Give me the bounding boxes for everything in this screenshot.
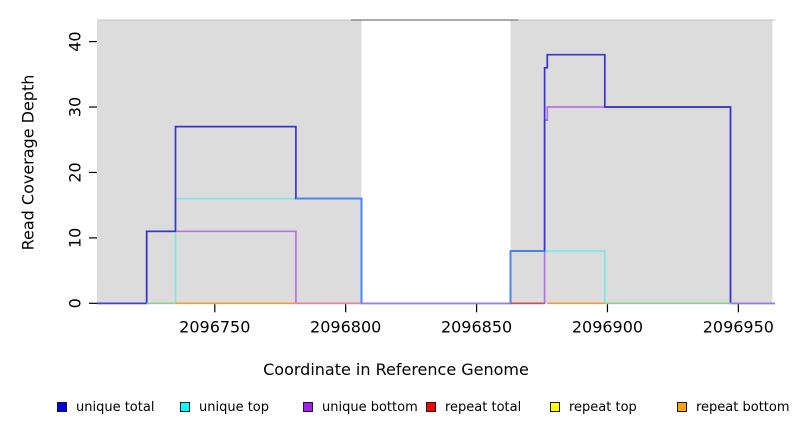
legend-item-unique-bottom: unique bottom [303, 399, 418, 415]
legend-swatch-icon [303, 402, 313, 412]
legend-swatch-icon [180, 402, 190, 412]
y-tick-label: 10 [66, 228, 85, 248]
legend-item-repeat-top: repeat top [550, 399, 637, 415]
y-axis-title: Read Coverage Depth [18, 74, 38, 251]
y-tick-label: 0 [66, 298, 85, 308]
x-tick-label: 2096850 [441, 317, 512, 336]
coincident-segment-1 [509, 250, 545, 304]
legend-label: unique top [199, 399, 270, 415]
coincident-segment-0 [295, 197, 363, 304]
legend-swatch-icon [550, 402, 560, 412]
legend-item-repeat-total: repeat total [426, 399, 521, 415]
y-tick-label: 40 [66, 31, 85, 51]
legend-item-repeat-bottom: repeat bottom [677, 399, 790, 415]
x-axis-title: Coordinate in Reference Genome [263, 360, 529, 379]
legend-label: unique bottom [322, 399, 418, 415]
y-tick-label: 20 [66, 162, 85, 182]
x-tick-label: 2096800 [310, 317, 381, 336]
x-tick-label: 2096900 [572, 317, 643, 336]
legend-label: unique total [76, 399, 155, 415]
legend-item-unique-total: unique total [57, 399, 154, 415]
legend-label: repeat total [445, 399, 522, 415]
legend-item-unique-top: unique top [180, 399, 269, 415]
legend-label: repeat top [569, 399, 637, 415]
unique-region-left [97, 20, 362, 304]
y-tick-label: 30 [66, 97, 85, 117]
legend-swatch-icon [426, 402, 436, 412]
x-tick-label: 2096950 [703, 317, 774, 336]
legend: unique total unique top unique bottom repea… [0, 399, 792, 417]
legend-swatch-icon [677, 402, 687, 412]
unique-region-right [510, 20, 773, 304]
legend-swatch-icon [57, 402, 67, 412]
legend-label: repeat bottom [696, 399, 790, 415]
x-tick-label: 2096750 [179, 317, 250, 336]
